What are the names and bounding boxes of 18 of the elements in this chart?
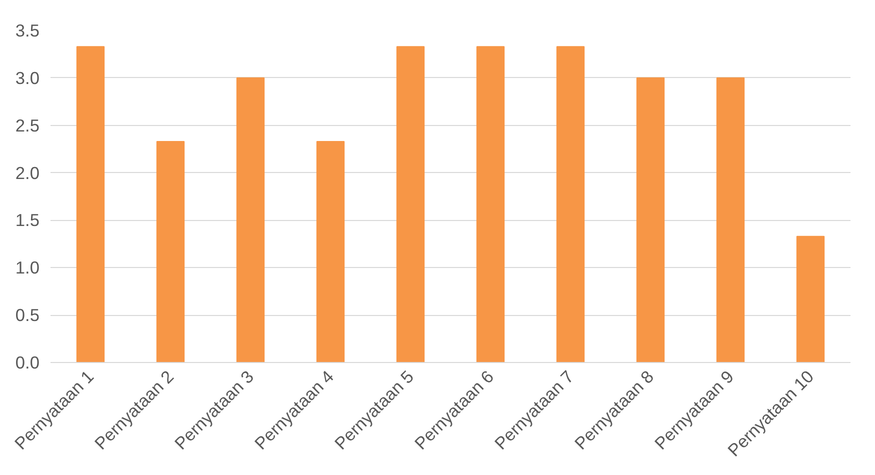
bar [156, 140, 185, 362]
bar [716, 77, 745, 362]
bar [236, 77, 265, 362]
bar [556, 46, 585, 362]
y-tick-label: 2.0 [15, 162, 40, 183]
y-tick-label: 0.5 [15, 305, 40, 326]
y-tick-label: 3.0 [15, 68, 40, 88]
y-tick-label: 1.0 [15, 258, 40, 278]
bar [316, 140, 345, 362]
bar [796, 236, 825, 362]
bar [636, 77, 665, 362]
bar [476, 46, 505, 362]
y-tick-label: 1.5 [15, 210, 40, 230]
y-tick-label: 2.5 [15, 115, 40, 136]
bar [396, 46, 425, 362]
bar [76, 46, 105, 362]
y-tick-label: 0.0 [15, 352, 40, 372]
y-tick-label: 3.5 [15, 20, 40, 40]
